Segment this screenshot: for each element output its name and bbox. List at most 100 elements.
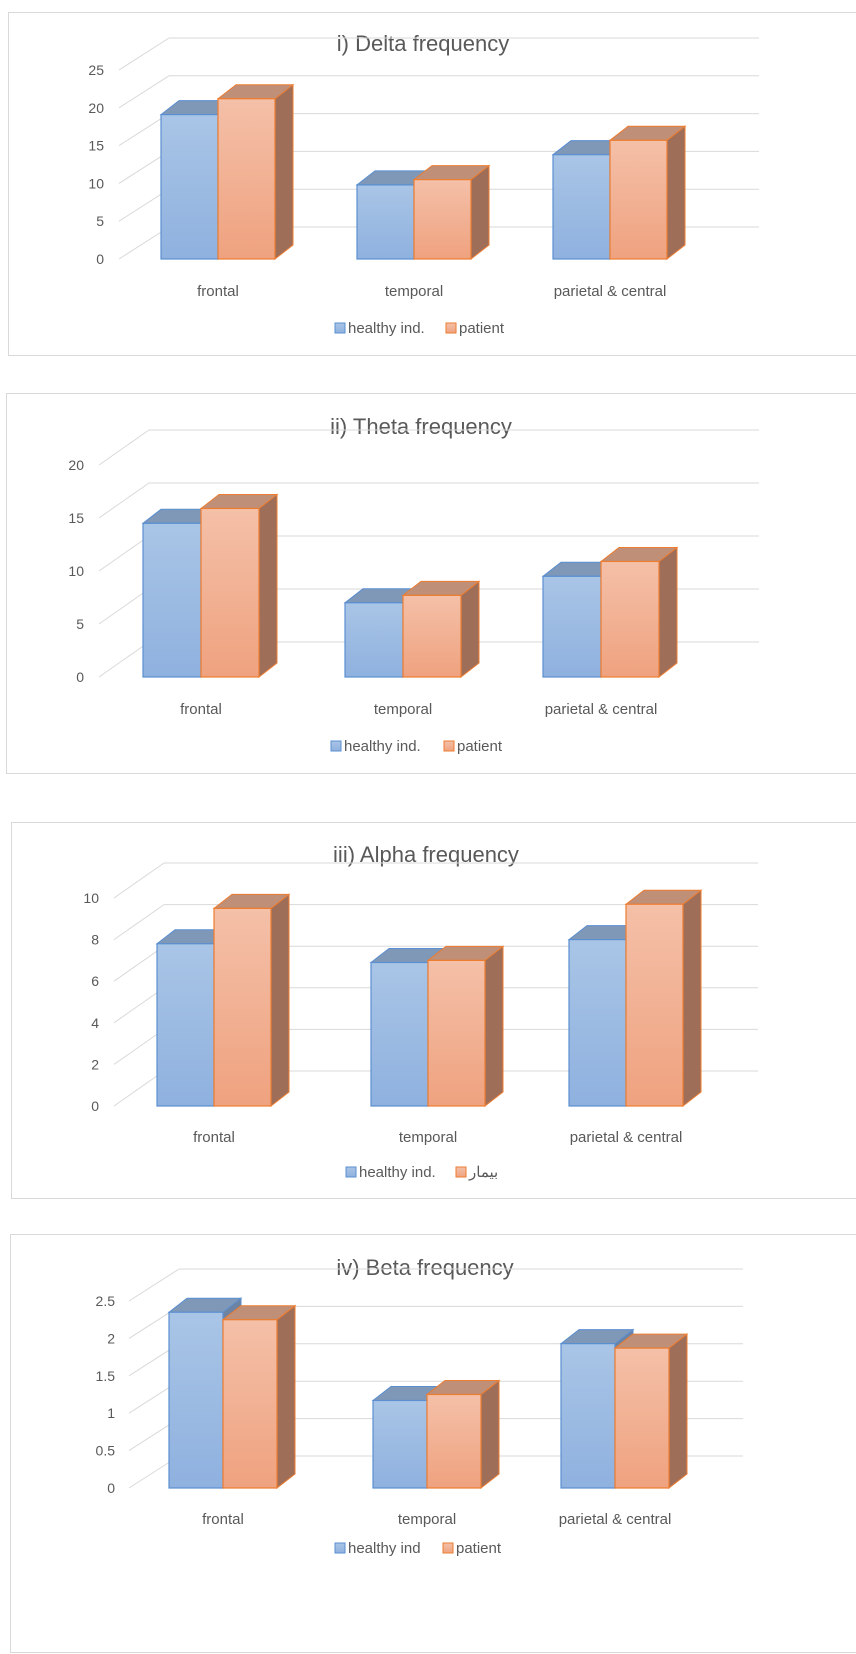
bar-side <box>480 1379 500 1490</box>
legend-swatch-patient <box>455 1166 467 1178</box>
y-tick-label: 5 <box>96 213 104 229</box>
category-label: parietal & central <box>570 1129 683 1146</box>
gridline-side <box>98 429 150 466</box>
chart-svg: ii) Theta frequency 0 5 10 15 20 frontal tempor… <box>68 414 759 755</box>
bar-side <box>258 493 278 679</box>
chart-panel-alpha: iii) Alpha frequency 0 2 4 6 8 10 frontal tempor… <box>11 822 856 1199</box>
y-tick-label: 1.5 <box>96 1368 116 1384</box>
bar-front <box>213 907 272 1107</box>
legend-label-healthy: healthy ind. <box>348 320 425 337</box>
legend-label-patient: patient <box>459 320 505 337</box>
gridline-side <box>98 641 150 678</box>
bar-front <box>609 139 668 260</box>
y-tick-label: 4 <box>91 1015 99 1031</box>
bar-side <box>276 1304 296 1490</box>
y-tick-label: 0.5 <box>96 1443 116 1459</box>
bar-side <box>682 889 702 1108</box>
bar-patient-1 <box>425 1379 501 1490</box>
category-label: parietal & central <box>559 1511 672 1528</box>
legend-label-patient: patient <box>456 1540 502 1557</box>
chart-svg: i) Delta frequency 0 5 10 15 20 25 frontal tempo… <box>88 31 759 337</box>
category-label: parietal & central <box>545 701 658 718</box>
y-tick-label: 25 <box>88 62 104 78</box>
legend-label-patient: patient <box>457 738 503 755</box>
bar-front <box>217 98 276 260</box>
y-tick-label: 6 <box>91 973 99 989</box>
gridline-side <box>113 1070 165 1107</box>
bar-side <box>484 945 504 1108</box>
legend-label-healthy: healthy ind <box>348 1540 421 1557</box>
category-label: frontal <box>193 1129 235 1146</box>
bar-front <box>413 179 472 260</box>
bar-side <box>666 125 686 261</box>
bar-patient-0 <box>221 1304 297 1490</box>
bar-patient-1 <box>412 164 491 261</box>
chart-title: i) Delta frequency <box>337 31 509 56</box>
category-label: frontal <box>180 701 222 718</box>
bar-front <box>160 114 219 260</box>
bar-front <box>614 1347 670 1489</box>
gridline-side <box>113 987 165 1024</box>
y-tick-label: 5 <box>76 616 84 632</box>
chart-svg: iv) Beta frequency 0 0.5 1 1.5 2 2.5 frontal tem… <box>96 1255 743 1557</box>
legend-swatch-healthy <box>334 1542 346 1554</box>
bar-front <box>370 961 429 1107</box>
bar-side <box>460 580 480 679</box>
legend-swatch-healthy <box>330 740 342 752</box>
bar-patient-1 <box>426 945 505 1108</box>
y-tick-label: 2 <box>107 1330 115 1346</box>
y-tick-label: 10 <box>68 563 84 579</box>
gridline-side <box>118 37 170 71</box>
gridline-side <box>98 482 150 519</box>
y-tick-label: 0 <box>91 1098 99 1114</box>
gridline-side <box>118 75 170 109</box>
bar-front <box>427 959 486 1107</box>
bar-side <box>270 893 290 1108</box>
y-tick-label: 0 <box>107 1480 115 1496</box>
bar-front <box>568 938 627 1107</box>
bar-patient-0 <box>212 893 291 1108</box>
bar-front <box>600 560 660 678</box>
y-tick-label: 1 <box>107 1405 115 1421</box>
y-tick-label: 2 <box>91 1056 99 1072</box>
legend-swatch-healthy <box>345 1166 357 1178</box>
bar-front <box>552 154 611 260</box>
gridline-side <box>113 945 165 982</box>
legend-label-healthy: healthy ind. <box>344 738 421 755</box>
bar-front <box>625 903 684 1107</box>
gridline-side <box>113 904 165 941</box>
gridline-side <box>98 588 150 625</box>
gridline-side <box>128 1268 180 1302</box>
bar-front <box>372 1399 428 1489</box>
legend-label-patient: بیمار <box>468 1164 498 1181</box>
bar-side <box>668 1333 688 1490</box>
bar-patient-2 <box>608 125 687 261</box>
bar-front <box>402 594 462 678</box>
y-tick-label: 0 <box>76 669 84 685</box>
legend-swatch-patient <box>445 322 457 334</box>
bar-front <box>200 507 260 678</box>
category-label: frontal <box>197 283 239 300</box>
bar-front <box>542 575 602 678</box>
y-tick-label: 15 <box>68 510 84 526</box>
bar-patient-2 <box>599 546 679 679</box>
category-label: temporal <box>374 701 432 718</box>
bar-side <box>274 83 294 261</box>
bar-patient-1 <box>401 580 481 679</box>
category-label: frontal <box>202 1511 244 1528</box>
bar-front <box>356 184 415 260</box>
gridline-side <box>98 535 150 572</box>
y-tick-label: 2.5 <box>96 1293 116 1309</box>
bar-front <box>426 1393 482 1489</box>
y-tick-label: 10 <box>88 175 104 191</box>
bar-patient-0 <box>199 493 279 679</box>
chart-panel-theta: ii) Theta frequency 0 5 10 15 20 frontal tempor… <box>6 393 856 774</box>
y-tick-label: 20 <box>88 100 104 116</box>
bar-patient-0 <box>216 83 295 261</box>
bar-side <box>658 546 678 679</box>
category-label: temporal <box>385 283 443 300</box>
y-tick-label: 15 <box>88 138 104 154</box>
bar-front <box>156 943 215 1107</box>
bar-patient-2 <box>624 889 703 1108</box>
